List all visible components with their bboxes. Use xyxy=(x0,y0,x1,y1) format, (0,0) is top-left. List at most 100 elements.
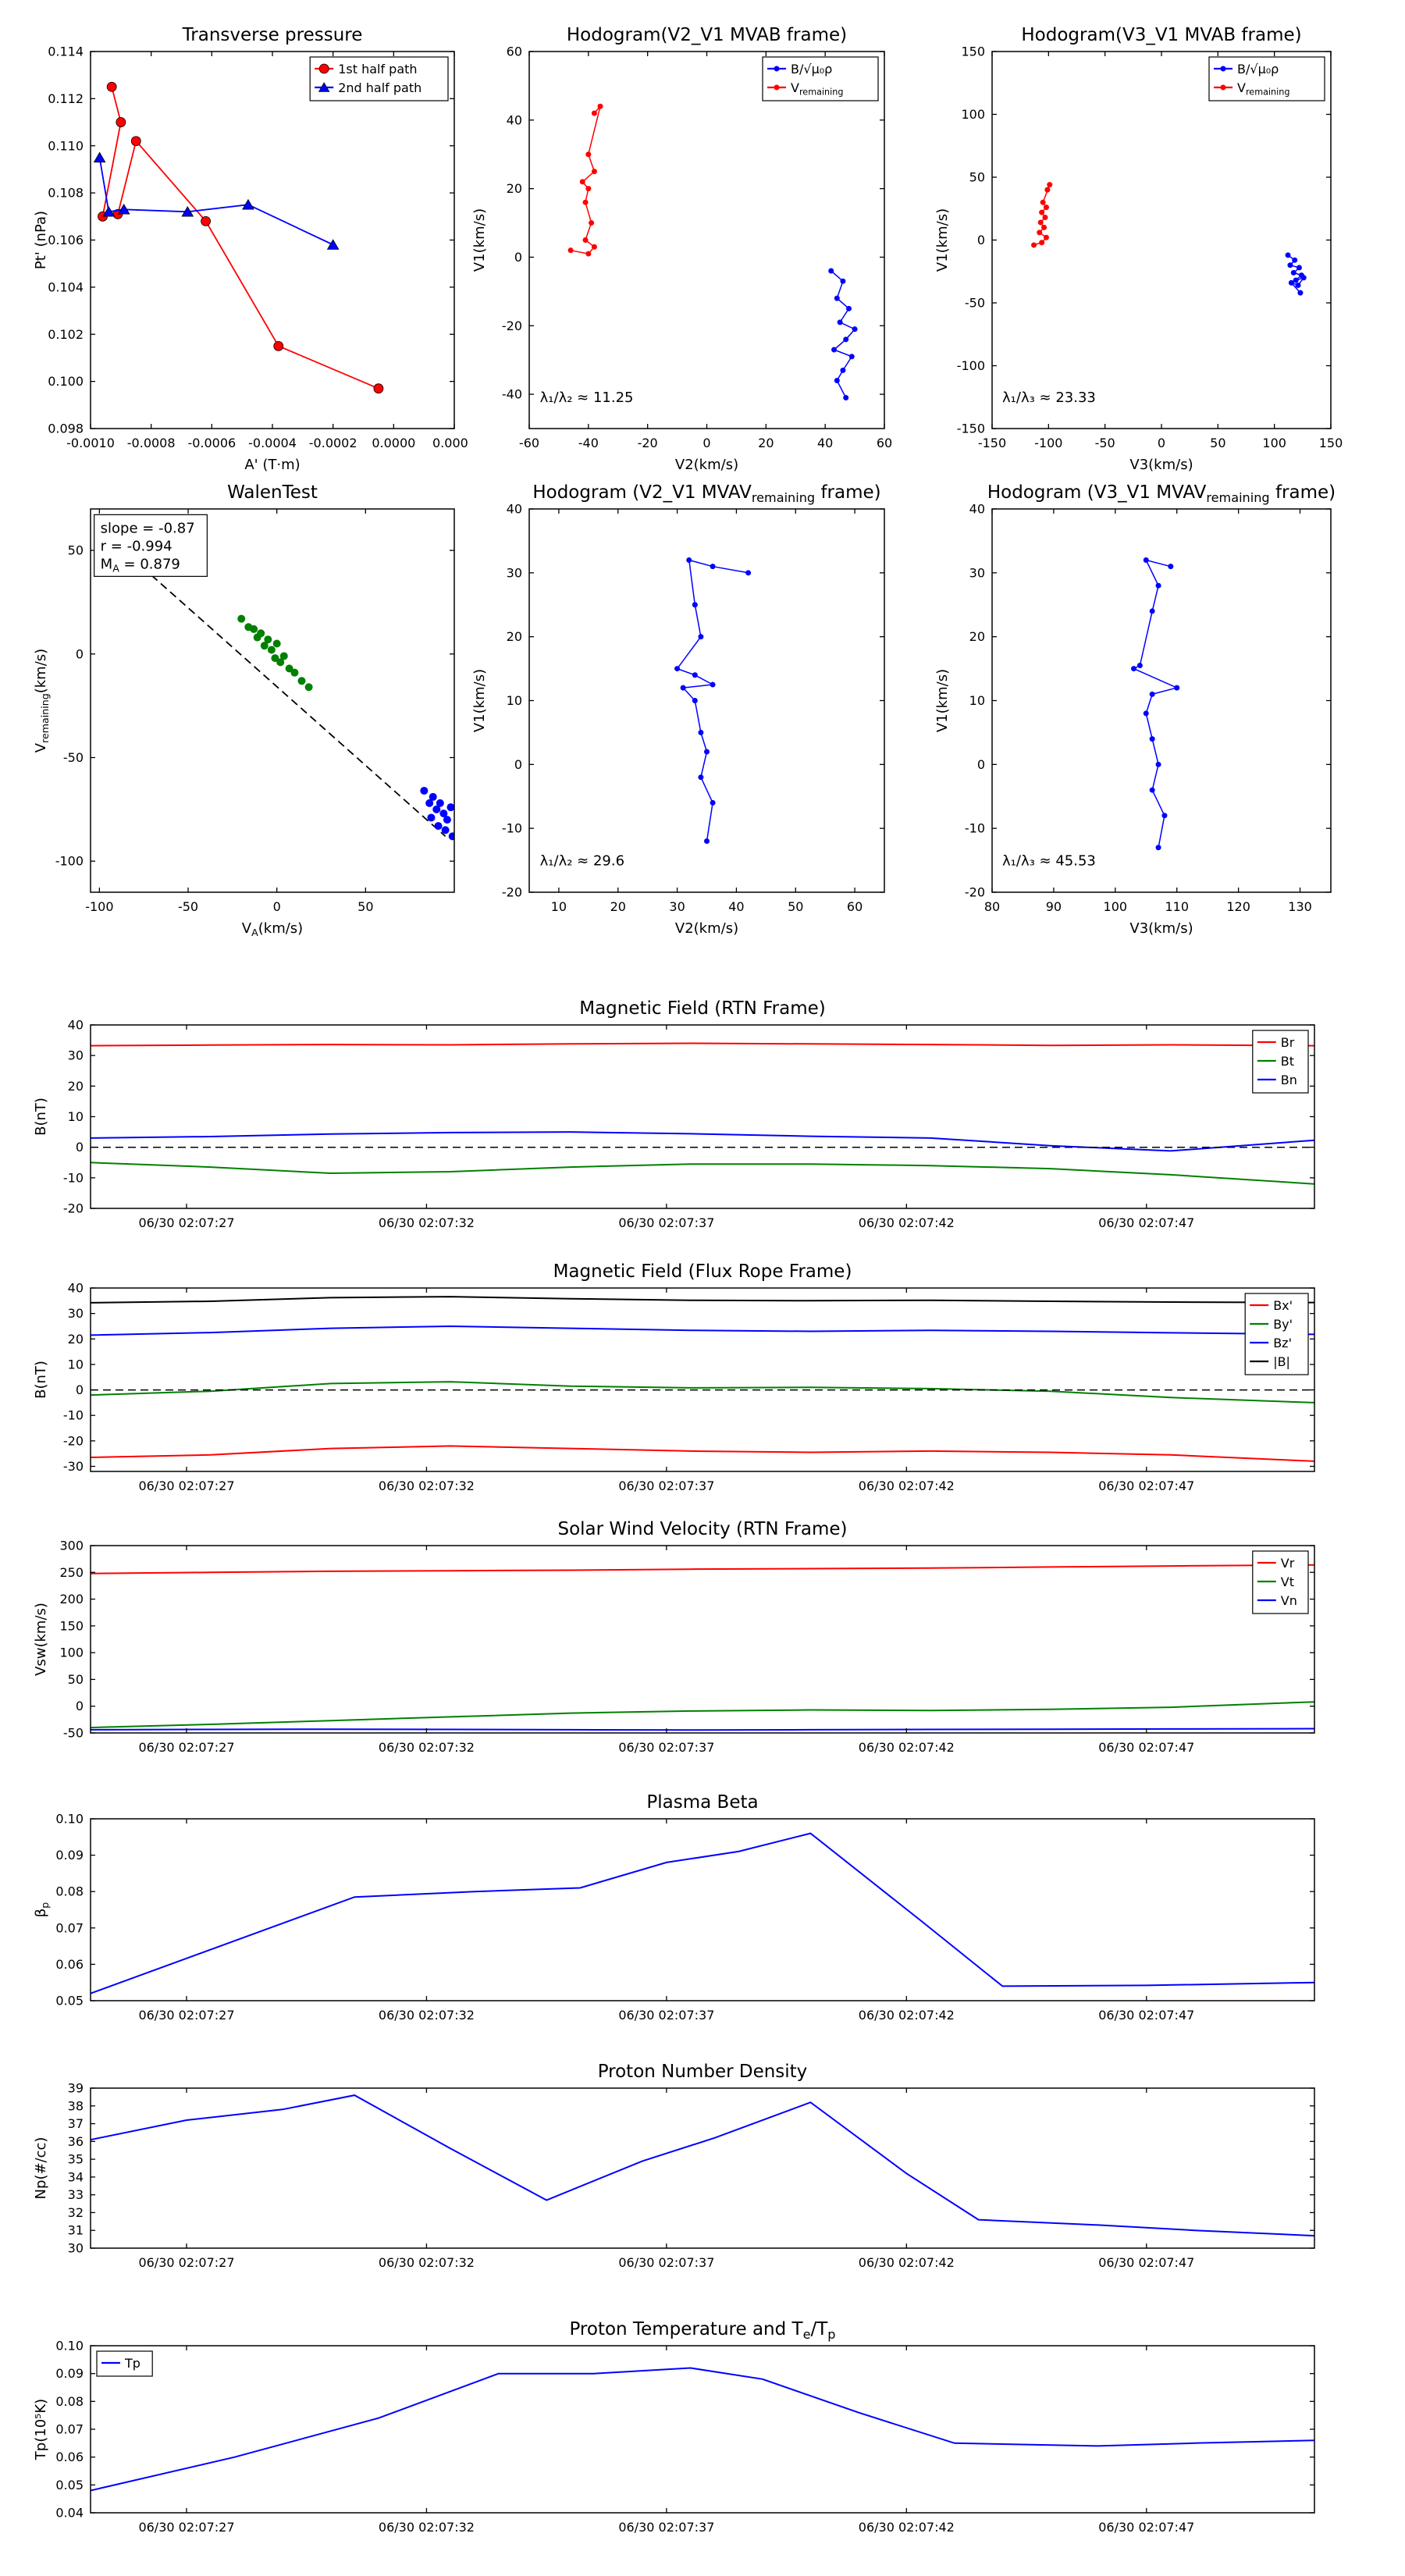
svg-text:0.04: 0.04 xyxy=(55,2506,84,2521)
svg-text:-50: -50 xyxy=(965,296,985,311)
svg-text:Tp: Tp xyxy=(124,2356,140,2371)
svg-text:-60: -60 xyxy=(519,436,539,450)
svg-text:110: 110 xyxy=(1165,899,1189,914)
svg-text:80: 80 xyxy=(984,899,1000,914)
svg-text:Transverse pressure: Transverse pressure xyxy=(182,25,363,45)
svg-text:10: 10 xyxy=(68,1357,84,1372)
svg-text:30: 30 xyxy=(68,1306,84,1321)
svg-text:V2(km/s): V2(km/s) xyxy=(675,920,738,937)
svg-text:-150: -150 xyxy=(978,436,1006,450)
svg-text:06/30 02:07:37: 06/30 02:07:37 xyxy=(618,1215,714,1230)
svg-text:33: 33 xyxy=(68,2187,84,2202)
svg-transverse-pressure: -0.0010 -0.0008 -0.0006 -0.0004 -0.0002 0.000… xyxy=(33,25,476,473)
svg-text:40: 40 xyxy=(68,1281,84,1296)
svg-text:Vt: Vt xyxy=(1281,1574,1294,1589)
svg-text:0: 0 xyxy=(273,899,281,914)
svg-text:60: 60 xyxy=(877,436,892,450)
svg-text:By': By' xyxy=(1273,1317,1293,1332)
svg-solar-wind-velocity-rtn: 06/30 02:07:27 06/30 02:07:32 06/30 02:07:… xyxy=(33,1519,1315,1755)
svg-text:0.110: 0.110 xyxy=(48,138,84,153)
svg-text:0.09: 0.09 xyxy=(55,1848,84,1863)
svg-text:-20: -20 xyxy=(63,1433,84,1448)
svg-text:B/√μ₀ρ: B/√μ₀ρ xyxy=(791,62,832,76)
svg-text:Vremaining: Vremaining xyxy=(1237,80,1289,98)
svg-text:r = -0.994: r = -0.994 xyxy=(101,538,173,554)
svg-proton-number-density: 06/30 02:07:27 06/30 02:07:32 06/30 02:07:… xyxy=(33,2062,1315,2270)
svg-text:0.114: 0.114 xyxy=(48,44,84,59)
svg-magnetic-field-flux-rope: 06/30 02:07:27 06/30 02:07:32 06/30 02:07:… xyxy=(33,1261,1315,1493)
svg-text:150: 150 xyxy=(1319,436,1343,450)
svg-text:-10: -10 xyxy=(965,821,985,836)
svg-text:λ₁/λ₃ ≈ 23.33: λ₁/λ₃ ≈ 23.33 xyxy=(1002,390,1096,406)
svg-text:Vremaining(km/s): Vremaining(km/s) xyxy=(33,649,51,753)
svg-text:MA = 0.879: MA = 0.879 xyxy=(101,556,180,574)
svg-text:06/30 02:07:47: 06/30 02:07:47 xyxy=(1098,2008,1194,2023)
svg-text:06/30 02:07:27: 06/30 02:07:27 xyxy=(138,1740,234,1755)
svg-text:0: 0 xyxy=(76,646,84,661)
svg-text:06/30 02:07:47: 06/30 02:07:47 xyxy=(1098,2255,1194,2270)
svg-text:0.10: 0.10 xyxy=(55,1812,84,1827)
svg-text:0.09: 0.09 xyxy=(55,2366,84,2381)
svg-text:-10: -10 xyxy=(502,821,522,836)
svg-text:250: 250 xyxy=(59,1565,84,1580)
svg-text:-100: -100 xyxy=(1034,436,1062,450)
svg-text:06/30 02:07:47: 06/30 02:07:47 xyxy=(1098,1478,1194,1493)
svg-text:0.106: 0.106 xyxy=(48,233,84,247)
svg-text:V1(km/s): V1(km/s) xyxy=(934,208,951,272)
svg-text:20: 20 xyxy=(969,629,985,644)
svg-text:40: 40 xyxy=(817,436,833,450)
svg-text:V1(km/s): V1(km/s) xyxy=(471,669,488,732)
svg-text:06/30 02:07:27: 06/30 02:07:27 xyxy=(138,2255,234,2270)
svg-text:150: 150 xyxy=(961,44,985,59)
svg-text:30: 30 xyxy=(68,1048,84,1063)
svg-text:06/30 02:07:32: 06/30 02:07:32 xyxy=(379,1478,475,1493)
svg-text:0: 0 xyxy=(702,436,710,450)
svg-text:1st half path: 1st half path xyxy=(338,62,417,76)
svg-text:100: 100 xyxy=(1262,436,1286,450)
chart-hodogram-v3v1-mvav: 80 90 100 110 120 130 -20 -10 0 10 20 30 40 Hodogram … xyxy=(926,474,1345,941)
svg-text:Vn: Vn xyxy=(1281,1593,1297,1608)
svg-text:Vremaining: Vremaining xyxy=(791,80,843,98)
svg-text:100: 100 xyxy=(1104,899,1128,914)
svg-text:06/30 02:07:32: 06/30 02:07:32 xyxy=(379,2008,475,2023)
svg-text:20: 20 xyxy=(68,1079,84,1094)
svg-text:20: 20 xyxy=(758,436,774,450)
svg-text:34: 34 xyxy=(68,2169,84,2184)
svg-text:120: 120 xyxy=(1226,899,1250,914)
svg-text:06/30 02:07:42: 06/30 02:07:42 xyxy=(859,2255,955,2270)
svg-text:-50: -50 xyxy=(63,1726,84,1741)
svg-text:06/30 02:07:37: 06/30 02:07:37 xyxy=(618,1478,714,1493)
svg-text:06/30 02:07:47: 06/30 02:07:47 xyxy=(1098,1215,1194,1230)
svg-text:50: 50 xyxy=(68,543,84,558)
chart-magnetic-field-flux-rope: 06/30 02:07:27 06/30 02:07:32 06/30 02:07:… xyxy=(20,1255,1332,1497)
svg-text:V3(km/s): V3(km/s) xyxy=(1129,920,1193,937)
svg-text:100: 100 xyxy=(961,107,985,122)
svg-text:10: 10 xyxy=(551,899,567,914)
chart-transverse-pressure: -0.0010 -0.0008 -0.0006 -0.0004 -0.0002 0.000… xyxy=(24,16,476,477)
svg-text:B(nT): B(nT) xyxy=(33,1361,49,1399)
svg-text:06/30 02:07:32: 06/30 02:07:32 xyxy=(379,2255,475,2270)
chart-hodogram-v2v1-mvav: 10 20 30 40 50 60 -20 -10 0 10 20 30 40 Hodogram (V2_… xyxy=(463,474,898,941)
svg-text:-20: -20 xyxy=(965,885,985,900)
svg-text:0: 0 xyxy=(514,250,522,265)
svg-text:Proton Number Density: Proton Number Density xyxy=(598,2062,808,2082)
svg-text:06/30 02:07:32: 06/30 02:07:32 xyxy=(379,1740,475,1755)
svg-text:Vsw(km/s): Vsw(km/s) xyxy=(33,1603,49,1676)
chart-hodogram-v2v1-mvab: -60 -40 -20 0 20 40 60 -40 -20 0 20 40 60 Hodogram(V2… xyxy=(463,16,898,477)
svg-text:130: 130 xyxy=(1288,899,1312,914)
svg-text:60: 60 xyxy=(847,899,863,914)
svg-text:50: 50 xyxy=(969,170,985,185)
svg-text:40: 40 xyxy=(507,112,522,127)
svg-text:30: 30 xyxy=(669,899,685,914)
svg-text:-20: -20 xyxy=(502,885,522,900)
svg-text:Pt' (nPa): Pt' (nPa) xyxy=(33,211,49,269)
svg-text:06/30 02:07:27: 06/30 02:07:27 xyxy=(138,2520,234,2535)
svg-text:-100: -100 xyxy=(55,854,84,869)
svg-text:-10: -10 xyxy=(63,1170,84,1185)
svg-text:0: 0 xyxy=(1158,436,1165,450)
svg-text:200: 200 xyxy=(59,1592,84,1606)
svg-text:20: 20 xyxy=(610,899,626,914)
svg-text:0.06: 0.06 xyxy=(55,2450,84,2464)
svg-text:50: 50 xyxy=(788,899,803,914)
svg-text:-100: -100 xyxy=(85,899,113,914)
